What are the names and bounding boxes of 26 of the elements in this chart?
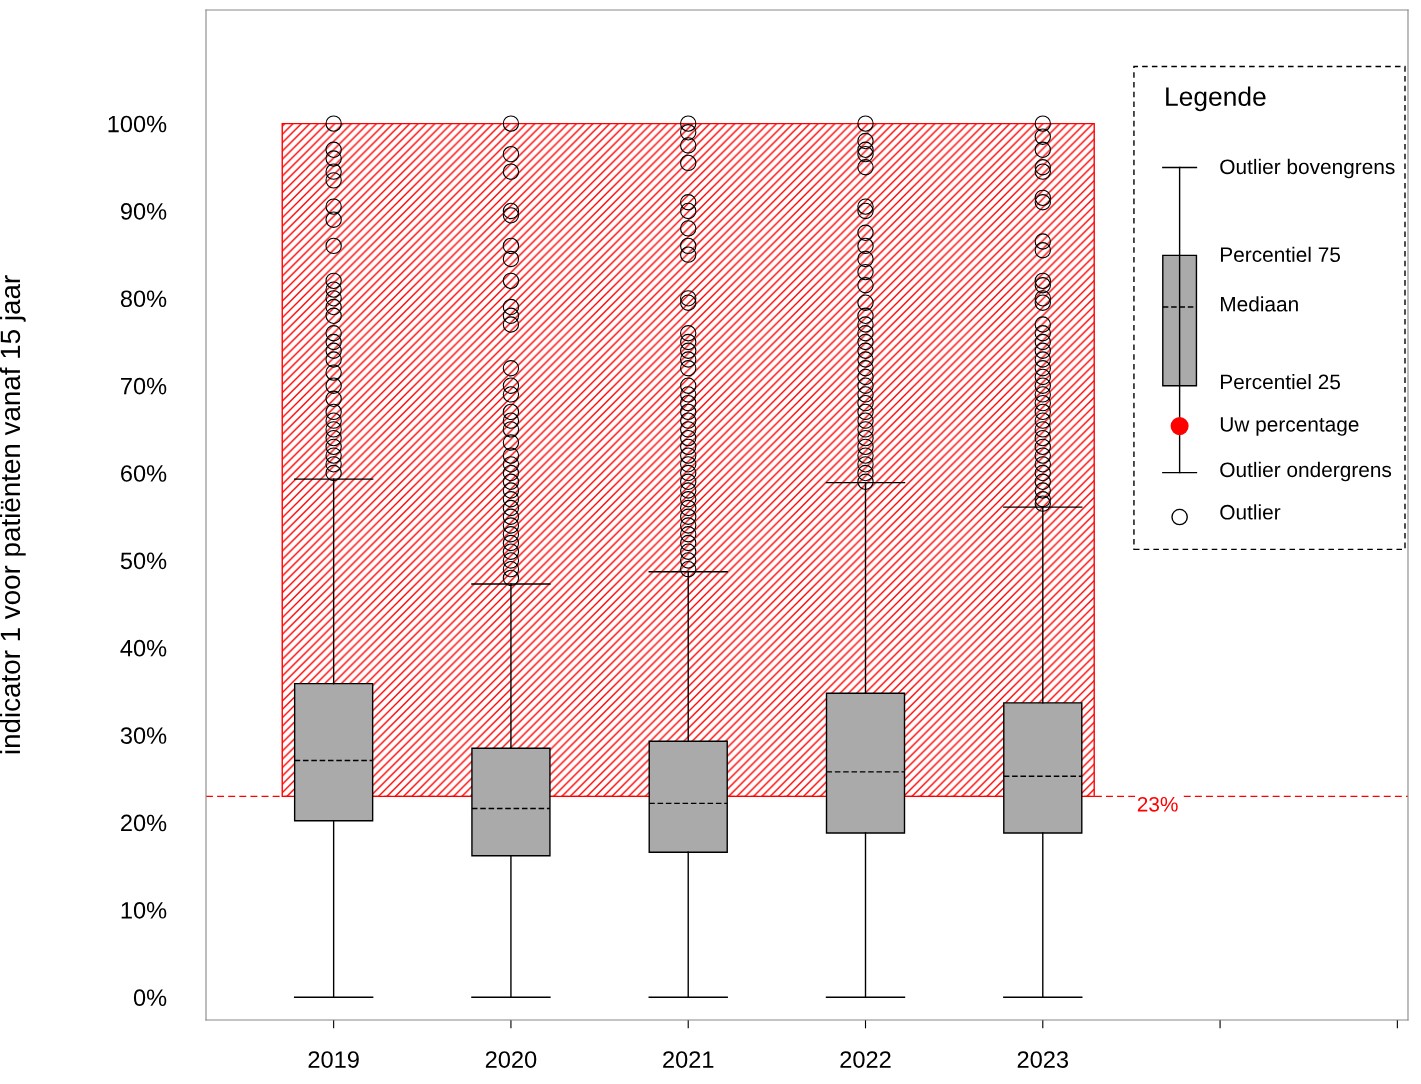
y-tick-label: 90%: [120, 203, 167, 220]
y-tick-label: 80%: [120, 290, 167, 308]
x-tick-label: 2020: [485, 1051, 537, 1068]
y-tick-label: 40%: [120, 639, 167, 657]
annotation: Uw percentage: [1220, 417, 1359, 436]
y-tick-label: 100%: [108, 115, 167, 133]
y-tick-label: 70%: [121, 377, 167, 395]
x-tick-label: 2021: [663, 1051, 714, 1068]
annotation: Percentiel 25: [1220, 373, 1341, 390]
annotation: Outlier bovengrens: [1220, 158, 1395, 179]
y-tick-label: 10%: [121, 901, 167, 919]
x-tick-label: 2023: [1017, 1051, 1069, 1068]
annotation: Mediaan: [1220, 296, 1298, 312]
y-tick-label: 50%: [120, 552, 167, 570]
y-tick-label: 0%: [133, 989, 167, 1007]
annotation: Outlier: [1220, 504, 1281, 520]
y-axis-title: indicator 1 voor patiënten vanaf 15 jaar: [0, 275, 26, 754]
y-tick-label: 60%: [121, 465, 167, 482]
ref-line-label: 23%: [1137, 796, 1178, 812]
annotation: Percentiel 75: [1220, 246, 1341, 263]
y-tick-label: 20%: [121, 814, 167, 832]
y-tick-label: 30%: [120, 727, 167, 744]
x-tick-label: 2022: [840, 1051, 891, 1068]
legend-title: Legende: [1166, 86, 1266, 112]
x-tick-label: 2019: [308, 1051, 359, 1068]
annotation: Outlier ondergrens: [1220, 461, 1392, 482]
